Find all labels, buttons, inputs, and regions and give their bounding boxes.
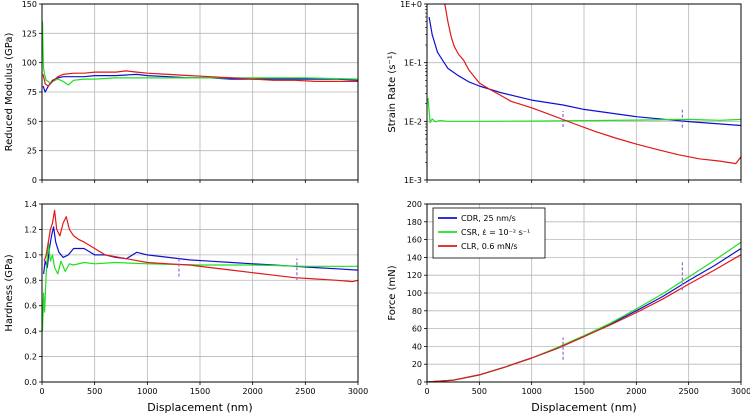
legend-label: CLR, 0.6 mN/s: [461, 242, 518, 251]
y-tick-label: 0.8: [24, 276, 37, 285]
y-tick-label: 1.4: [24, 200, 37, 209]
series-line-csr: [427, 97, 741, 124]
y-tick-label: 100: [22, 59, 37, 68]
legend: CDR, 25 nm/s CSR, ε̇ = 10⁻² s⁻¹ CLR, 0.6 m…: [432, 207, 546, 259]
series-line-csr: [42, 21, 358, 86]
series-line-clr: [43, 209, 358, 283]
strain-rate-panel: 1E-3 1E-2 1E-1 1E+0 Strain Rate (s⁻¹): [387, 0, 742, 185]
y-tick-label: 140: [407, 253, 422, 262]
x-tick-label: 1500: [190, 387, 210, 396]
y-tick-label: 160: [407, 236, 422, 245]
x-tick-label: 3000: [348, 387, 368, 396]
y-tick-label: 1E-3: [404, 176, 422, 185]
series-line-clr: [42, 70, 358, 87]
y-tick-label: 150: [22, 0, 37, 9]
y-tick-label: 0: [417, 378, 422, 387]
hardness-panel: 0 500 1000 1500 2000 2500 3000 0.0 0.2 0.4 0.6 0.8 1…: [4, 200, 368, 414]
y-tick-label: 20: [412, 360, 422, 369]
x-tick-label: 0: [424, 387, 429, 396]
y-tick-label: 125: [22, 29, 37, 38]
plot-frame: [41, 3, 359, 181]
y-tick-label: 1.2: [24, 225, 37, 234]
y-tick-label: 180: [407, 218, 422, 227]
legend-label: CSR, ε̇ = 10⁻² s⁻¹: [461, 228, 530, 237]
y-tick-label: 1E-1: [404, 59, 422, 68]
plot-frame: [426, 203, 742, 383]
y-tick-label: 0.4: [24, 327, 37, 336]
modulus-panel: 0 25 50 75 100 125 150 Reduced Modulus (GPa): [4, 0, 359, 185]
x-tick-label: 0: [39, 387, 44, 396]
y-tick-label: 0.6: [24, 302, 37, 311]
x-tick-label: 1000: [521, 387, 541, 396]
y-tick-label: 0: [32, 176, 37, 185]
x-tick-label: 2500: [295, 387, 315, 396]
x-axis-label: Displacement (nm): [147, 401, 252, 414]
y-tick-label: 0.2: [24, 353, 37, 362]
y-tick-label: 120: [407, 271, 422, 280]
y-tick-label: 1E-2: [404, 117, 422, 126]
y-tick-label: 200: [407, 200, 422, 209]
legend-label: CDR, 25 nm/s: [461, 214, 516, 223]
x-tick-label: 1500: [574, 387, 594, 396]
x-tick-label: 1000: [137, 387, 157, 396]
x-axis-label: Displacement (nm): [531, 401, 636, 414]
y-tick-label: 100: [407, 289, 422, 298]
y-tick-label: 1E+0: [400, 0, 422, 9]
y-tick-label: 80: [412, 307, 422, 316]
y-tick-label: 50: [27, 117, 37, 126]
x-tick-label: 2000: [242, 387, 262, 396]
plot-frame: [426, 3, 742, 181]
x-tick-label: 500: [87, 387, 102, 396]
force-panel: 0 500 1000 1500 2000 2500 3000 0 20 40 60 80 100 120 1…: [387, 200, 750, 414]
plot-frame: [41, 203, 359, 383]
y-axis-label: Strain Rate (s⁻¹): [387, 51, 398, 132]
y-tick-label: 40: [412, 342, 422, 351]
series-line-clr: [427, 254, 741, 382]
y-axis-label: Hardness (GPa): [4, 254, 15, 331]
x-tick-label: 2000: [626, 387, 646, 396]
x-tick-label: 2500: [678, 387, 698, 396]
legend-box: [432, 207, 546, 259]
y-tick-label: 75: [27, 88, 37, 97]
y-tick-label: 60: [412, 325, 422, 334]
x-tick-label: 500: [472, 387, 487, 396]
y-tick-label: 1.0: [24, 251, 37, 260]
series-line-clr: [444, 4, 741, 165]
y-axis-label: Reduced Modulus (GPa): [4, 33, 15, 152]
y-tick-label: 25: [27, 147, 37, 156]
y-tick-label: 0.0: [24, 378, 37, 387]
y-axis-label: Force (mN): [387, 265, 398, 320]
x-tick-label: 3000: [731, 387, 750, 396]
